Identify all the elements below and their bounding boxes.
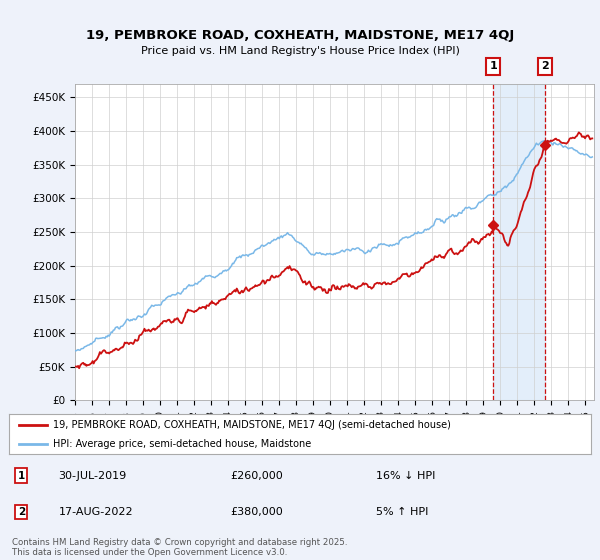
Text: 1: 1 <box>490 62 497 71</box>
Text: £380,000: £380,000 <box>230 507 283 517</box>
Bar <box>493 84 545 400</box>
Text: Price paid vs. HM Land Registry's House Price Index (HPI): Price paid vs. HM Land Registry's House … <box>140 46 460 56</box>
Text: 2: 2 <box>18 507 25 517</box>
Text: 1: 1 <box>18 470 25 480</box>
Text: 2: 2 <box>541 62 549 71</box>
Text: 19, PEMBROKE ROAD, COXHEATH, MAIDSTONE, ME17 4QJ (semi-detached house): 19, PEMBROKE ROAD, COXHEATH, MAIDSTONE, … <box>53 421 451 431</box>
Text: 17-AUG-2022: 17-AUG-2022 <box>58 507 133 517</box>
Text: £260,000: £260,000 <box>230 470 283 480</box>
Text: 5% ↑ HPI: 5% ↑ HPI <box>376 507 428 517</box>
Text: 19, PEMBROKE ROAD, COXHEATH, MAIDSTONE, ME17 4QJ: 19, PEMBROKE ROAD, COXHEATH, MAIDSTONE, … <box>86 29 514 42</box>
Text: HPI: Average price, semi-detached house, Maidstone: HPI: Average price, semi-detached house,… <box>53 439 311 449</box>
Text: Contains HM Land Registry data © Crown copyright and database right 2025.
This d: Contains HM Land Registry data © Crown c… <box>12 538 347 557</box>
Text: 30-JUL-2019: 30-JUL-2019 <box>58 470 127 480</box>
Text: 16% ↓ HPI: 16% ↓ HPI <box>376 470 435 480</box>
